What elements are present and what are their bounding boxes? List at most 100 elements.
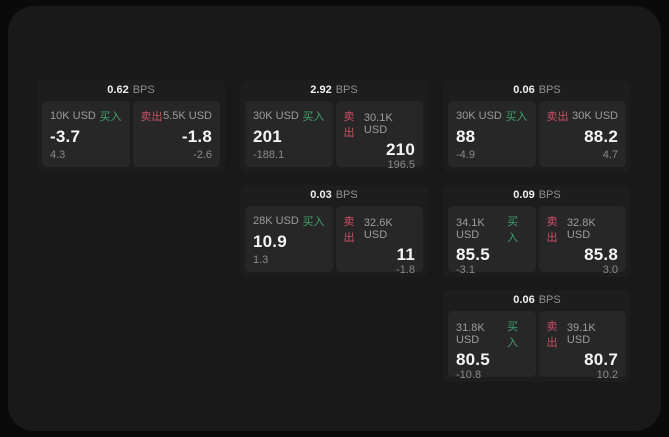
card-header: 0.09 BPS — [443, 185, 631, 206]
card-header: 0.06 BPS — [443, 80, 631, 101]
sell-tile-top-row: 卖出 5.5K USD — [141, 108, 213, 124]
sell-delta-value: 10.2 — [596, 369, 618, 381]
buy-tile[interactable]: 28K USD 买入 10.9 1.3 — [245, 206, 333, 272]
buy-side-tag: 买入 — [507, 216, 519, 244]
sell-side-tag: 卖出 — [343, 216, 355, 244]
buy-side-tag: 买入 — [99, 111, 122, 123]
buy-delta-value: -4.9 — [456, 149, 475, 161]
card-body: 28K USD 买入 10.9 1.3 卖出 32.6K USD 11 -1.8 — [240, 206, 428, 276]
sell-tile-top-row: 卖出 30.1K USD — [344, 108, 416, 140]
sell-tile[interactable]: 卖出 30K USD 88.2 4.7 — [538, 101, 626, 167]
sell-tile[interactable]: 卖出 30.1K USD 210 196.5 — [335, 101, 423, 171]
buy-tile-top-row: 34.1K USD 买入 — [456, 213, 528, 245]
sell-side-tag: 卖出 — [140, 111, 163, 123]
sell-amount-label: 30.1K USD — [363, 112, 393, 136]
card-header: 2.92 BPS — [240, 80, 428, 101]
sell-price-value: 88.2 — [584, 127, 618, 146]
main-panel: 0.62 BPS 10K USD 买入 -3.7 4.3 卖出 5.5K USD… — [8, 6, 661, 431]
quote-card: 0.09 BPS 34.1K USD 买入 85.5 -3.1 卖出 32.8K… — [443, 185, 631, 277]
buy-price-value: -3.7 — [50, 127, 81, 146]
bps-value: 2.92 — [310, 84, 332, 96]
sell-tile[interactable]: 卖出 32.8K USD 85.8 3.0 — [538, 206, 626, 276]
card-body: 30K USD 买入 88 -4.9 卖出 30K USD 88.2 4.7 — [443, 101, 631, 167]
sell-price-value: 11 — [396, 245, 415, 264]
sell-tile[interactable]: 卖出 39.1K USD 80.7 10.2 — [538, 311, 626, 381]
sell-amount-label: 32.6K USD — [363, 217, 393, 241]
buy-price-value: 88 — [456, 127, 476, 146]
buy-delta-value: -10.8 — [456, 369, 482, 381]
card-body: 34.1K USD 买入 85.5 -3.1 卖出 32.8K USD 85.8… — [443, 206, 631, 276]
card-header: 0.03 BPS — [240, 185, 428, 206]
quote-card: 2.92 BPS 30K USD 买入 201 -188.1 卖出 30.1K … — [240, 80, 428, 172]
sell-side-tag: 卖出 — [546, 111, 569, 123]
buy-side-tag: 买入 — [302, 111, 325, 123]
sell-amount-label: 32.8K USD — [566, 217, 596, 241]
buy-price-value: 201 — [253, 127, 282, 146]
buy-amount-label: 28K USD — [253, 215, 299, 227]
sell-tile-top-row: 卖出 30K USD — [547, 108, 619, 124]
buy-side-tag: 买入 — [507, 321, 519, 349]
sell-side-tag: 卖出 — [546, 321, 558, 349]
bps-value: 0.06 — [513, 294, 535, 306]
buy-amount-label: 31.8K USD — [456, 322, 485, 346]
bps-unit-label: BPS — [335, 189, 358, 201]
buy-amount-label: 34.1K USD — [456, 217, 485, 241]
bps-value: 0.06 — [513, 84, 535, 96]
card-header: 0.06 BPS — [443, 290, 631, 311]
bps-unit-label: BPS — [538, 84, 561, 96]
sell-price-value: 80.7 — [584, 350, 618, 369]
buy-delta-value: -188.1 — [253, 149, 285, 161]
buy-tile-top-row: 30K USD 买入 — [456, 108, 528, 124]
card-body: 10K USD 买入 -3.7 4.3 卖出 5.5K USD -1.8 -2.… — [37, 101, 225, 167]
quote-card: 0.03 BPS 28K USD 买入 10.9 1.3 卖出 32.6K US… — [240, 185, 428, 277]
sell-price-value: 210 — [386, 140, 415, 159]
sell-price-value: -1.8 — [181, 127, 212, 146]
buy-tile[interactable]: 10K USD 买入 -3.7 4.3 — [42, 101, 130, 167]
buy-delta-value: 4.3 — [50, 149, 66, 161]
buy-tile[interactable]: 30K USD 买入 88 -4.9 — [448, 101, 536, 167]
bps-value: 0.09 — [513, 189, 535, 201]
sell-delta-value: -1.8 — [396, 264, 415, 276]
buy-delta-value: 1.3 — [253, 254, 269, 266]
buy-tile-top-row: 28K USD 买入 — [253, 213, 325, 229]
card-body: 31.8K USD 买入 80.5 -10.8 卖出 39.1K USD 80.… — [443, 311, 631, 381]
sell-tile-top-row: 卖出 32.6K USD — [344, 213, 416, 245]
card-header: 0.62 BPS — [37, 80, 225, 101]
buy-side-tag: 买入 — [505, 111, 528, 123]
quote-card: 0.06 BPS 30K USD 买入 88 -4.9 卖出 30K USD 8… — [443, 80, 631, 172]
buy-price-value: 10.9 — [253, 232, 287, 251]
bps-value: 0.62 — [107, 84, 129, 96]
buy-tile[interactable]: 30K USD 买入 201 -188.1 — [245, 101, 333, 167]
bps-value: 0.03 — [310, 189, 332, 201]
buy-amount-label: 30K USD — [456, 110, 502, 122]
sell-delta-value: -2.6 — [193, 149, 212, 161]
bps-unit-label: BPS — [538, 294, 561, 306]
sell-amount-label: 30K USD — [572, 110, 618, 122]
sell-delta-value: 3.0 — [602, 264, 618, 276]
sell-side-tag: 卖出 — [546, 216, 558, 244]
sell-price-value: 85.8 — [584, 245, 618, 264]
buy-delta-value: -3.1 — [456, 264, 475, 276]
buy-amount-label: 30K USD — [253, 110, 299, 122]
sell-tile[interactable]: 卖出 32.6K USD 11 -1.8 — [335, 206, 423, 276]
buy-tile[interactable]: 34.1K USD 买入 85.5 -3.1 — [448, 206, 536, 276]
sell-delta-value: 196.5 — [387, 159, 415, 171]
quote-card: 0.06 BPS 31.8K USD 买入 80.5 -10.8 卖出 39.1… — [443, 290, 631, 382]
buy-side-tag: 买入 — [302, 216, 325, 228]
card-body: 30K USD 买入 201 -188.1 卖出 30.1K USD 210 1… — [240, 101, 428, 171]
sell-amount-label: 39.1K USD — [566, 322, 596, 346]
bps-unit-label: BPS — [538, 189, 561, 201]
buy-price-value: 80.5 — [456, 350, 490, 369]
sell-amount-label: 5.5K USD — [163, 110, 212, 122]
buy-tile-top-row: 10K USD 买入 — [50, 108, 122, 124]
bps-unit-label: BPS — [335, 84, 358, 96]
sell-side-tag: 卖出 — [343, 111, 355, 139]
buy-amount-label: 10K USD — [50, 110, 96, 122]
buy-tile-top-row: 30K USD 买入 — [253, 108, 325, 124]
buy-tile-top-row: 31.8K USD 买入 — [456, 318, 528, 350]
sell-tile[interactable]: 卖出 5.5K USD -1.8 -2.6 — [132, 101, 220, 167]
buy-price-value: 85.5 — [456, 245, 490, 264]
buy-tile[interactable]: 31.8K USD 买入 80.5 -10.8 — [448, 311, 536, 381]
bps-unit-label: BPS — [132, 84, 155, 96]
